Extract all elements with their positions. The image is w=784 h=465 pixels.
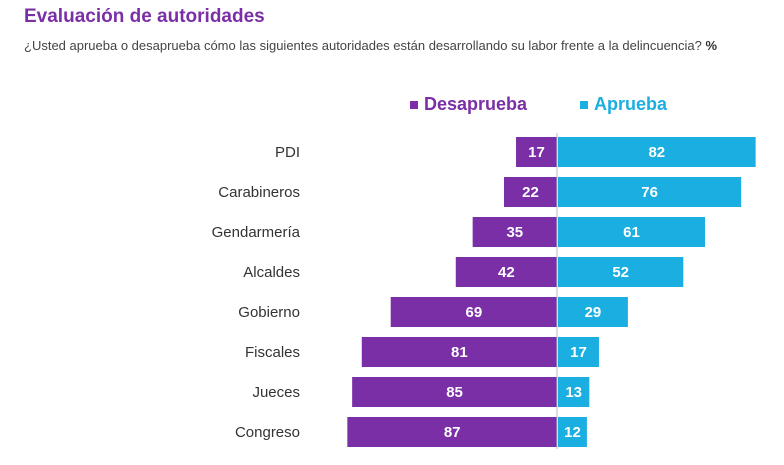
- value-label-aprueba: 52: [612, 264, 629, 281]
- bar-desaprueba: [455, 257, 557, 287]
- value-label-desaprueba: 81: [451, 344, 468, 361]
- value-label-aprueba: 82: [648, 144, 665, 161]
- value-label-aprueba: 29: [585, 304, 602, 321]
- value-label-desaprueba: 35: [506, 224, 523, 241]
- unit-label: %: [705, 38, 718, 53]
- bar-desaprueba: [352, 377, 557, 407]
- category-label: Gendarmería: [212, 224, 301, 241]
- value-label-aprueba: 13: [565, 384, 582, 401]
- value-label-aprueba: 17: [570, 344, 587, 361]
- value-label-desaprueba: 22: [522, 184, 539, 201]
- chart-subtitle: ¿Usted aprueba o desaprueba cómo las sig…: [24, 37, 764, 54]
- value-label-desaprueba: 69: [466, 304, 483, 321]
- bar-desaprueba: [361, 337, 557, 367]
- value-label-desaprueba: 17: [528, 144, 545, 161]
- bar-desaprueba: [516, 137, 557, 167]
- category-label: Gobierno: [238, 304, 300, 321]
- bar-aprueba: [558, 337, 599, 367]
- legend-label-desaprueba: Desaprueba: [424, 94, 528, 114]
- bar-aprueba: [558, 377, 590, 407]
- bar-aprueba: [558, 177, 742, 207]
- value-label-aprueba: 61: [623, 224, 640, 241]
- legend-aprueba: Aprueba: [580, 94, 667, 115]
- legend-desaprueba: Desaprueba: [410, 94, 527, 115]
- value-label-aprueba: 76: [641, 184, 658, 201]
- category-label: PDI: [275, 144, 300, 161]
- value-label-desaprueba: 42: [498, 264, 515, 281]
- bar-aprueba: [558, 257, 684, 287]
- chart-title: Evaluación de autoridades: [24, 6, 265, 27]
- bar-aprueba: [558, 137, 756, 167]
- bar-desaprueba: [503, 177, 557, 207]
- category-label: Carabineros: [218, 184, 300, 201]
- category-label: Jueces: [252, 384, 300, 401]
- value-label-desaprueba: 87: [444, 424, 461, 441]
- category-label: Congreso: [235, 424, 300, 441]
- category-label: Alcaldes: [243, 264, 300, 281]
- subtitle-text: ¿Usted aprueba o desaprueba cómo las sig…: [24, 38, 702, 53]
- category-label: Fiscales: [245, 344, 300, 361]
- bar-desaprueba: [472, 217, 557, 247]
- legend-label-aprueba: Aprueba: [594, 94, 668, 114]
- bar-desaprueba: [390, 297, 557, 327]
- legend-swatch-aprueba: [580, 100, 588, 109]
- value-label-aprueba: 12: [564, 424, 581, 441]
- bar-aprueba: [558, 417, 587, 447]
- value-label-desaprueba: 85: [446, 384, 463, 401]
- bar-aprueba: [558, 297, 628, 327]
- bar-desaprueba: [347, 417, 557, 447]
- bar-aprueba: [558, 217, 706, 247]
- legend-swatch-desaprueba: [410, 100, 418, 109]
